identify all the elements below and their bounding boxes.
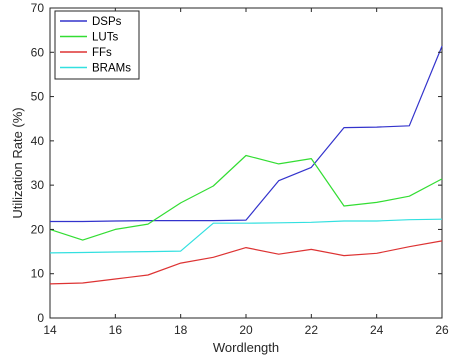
x-tick-label: 18: [174, 323, 188, 337]
x-tick-label: 24: [370, 323, 384, 337]
legend-label-luts: LUTs: [92, 32, 118, 44]
y-tick-label: 20: [31, 222, 45, 236]
legend-label-brams: BRAMs: [92, 63, 131, 75]
y-axis-label: Utilization Rate (%): [10, 107, 25, 218]
y-tick-label: 10: [31, 267, 45, 281]
x-axis-label: Wordlength: [213, 340, 279, 355]
x-tick-label: 22: [305, 323, 319, 337]
y-tick-label: 70: [31, 1, 45, 15]
series-line-brams: [49, 218, 443, 254]
legend-label-dsps: DSPs: [92, 16, 122, 28]
series-line-ffs: [49, 240, 443, 285]
y-tick-label: 30: [31, 178, 45, 192]
legend-label-ffs: FFs: [92, 47, 112, 59]
series-layer: [49, 45, 443, 285]
x-tick-label: 20: [239, 323, 253, 337]
series-line-luts: [49, 154, 443, 241]
legend: DSPs LUTs FFs BRAMs: [54, 10, 140, 80]
x-tick-label: 14: [43, 323, 57, 337]
y-tick-label: 0: [37, 311, 44, 325]
axes: 14 16 18 20 22 24 26 0 10 20 30 40 50 60 70: [31, 1, 449, 337]
y-tick-label: 50: [31, 90, 45, 104]
x-tick-label: 16: [109, 323, 123, 337]
y-tick-label: 60: [31, 45, 45, 59]
series-line-dsps: [50, 45, 443, 223]
x-tick-label: 26: [435, 323, 449, 337]
y-tick-label: 40: [31, 134, 45, 148]
